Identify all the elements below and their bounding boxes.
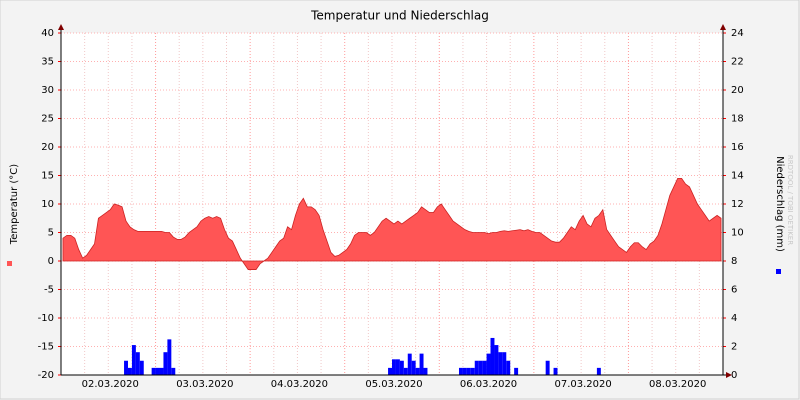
y-tick-label: 40: [41, 28, 54, 39]
y-tick-label: 5: [48, 228, 54, 239]
precipitation-bar: [553, 367, 558, 375]
y-tick-label: 15: [41, 171, 54, 182]
y2-tick-label: 20: [731, 85, 744, 96]
y2-tick-label: 16: [731, 142, 744, 153]
y2-tick-label: 22: [731, 57, 744, 68]
precipitation-bar: [478, 360, 483, 375]
precipitation-bar: [596, 367, 601, 375]
precipitation-bar: [482, 360, 487, 375]
grid: [60, 32, 724, 376]
chart-title: Temperatur und Niederschlag: [310, 9, 489, 23]
y-axis-label: Temperatur (°C): [9, 164, 20, 245]
y2-tick-label: 14: [731, 171, 744, 182]
precipitation-bar: [399, 360, 404, 375]
precipitation-bar: [131, 345, 136, 375]
precipitation-bar: [545, 360, 550, 375]
precipitation-bar: [124, 360, 128, 375]
precipitation-bar: [135, 352, 140, 375]
precipitation-bar: [458, 367, 463, 375]
precipitation-bar: [388, 367, 392, 375]
y-tick-label: 25: [41, 114, 54, 125]
precipitation-bar: [411, 360, 416, 375]
x-tick-label: 05.03.2020: [365, 379, 422, 390]
precipitation-bar: [171, 367, 176, 375]
precipitation-bar: [502, 352, 507, 375]
precipitation-bar: [127, 367, 132, 375]
y-tick-label: -5: [44, 285, 54, 296]
precipitation-bar: [498, 352, 503, 375]
precipitation-bar: [151, 367, 156, 375]
x-tick-label: 08.03.2020: [649, 379, 706, 390]
precipitation-bar: [490, 337, 495, 375]
y-tick-label: 10: [41, 199, 54, 210]
precipitation-bar: [167, 339, 172, 375]
precipitation-bar: [407, 353, 412, 375]
y2-axis-label: Niederschlag (mm): [774, 156, 785, 252]
precipitation-bar: [466, 367, 471, 375]
y-tick-label: -20: [38, 370, 54, 381]
y-tick-label: -15: [38, 342, 54, 353]
precipitation-bar: [514, 367, 519, 375]
x-tick-label: 06.03.2020: [460, 379, 517, 390]
y-tick-label: 0: [48, 256, 54, 267]
precipitation-bar: [494, 345, 499, 375]
arrow: [720, 24, 726, 30]
precipitation-bar: [486, 353, 491, 375]
precipitation-bar: [392, 359, 396, 375]
y-tick-label: 35: [41, 57, 54, 68]
precipitation-bar: [419, 353, 424, 375]
y-tick-label: 20: [41, 142, 54, 153]
precipitation-bar: [506, 360, 511, 375]
precipitation-bar: [155, 367, 160, 375]
x-tick-label: 02.03.2020: [82, 379, 139, 390]
y-tick-label: -10: [38, 313, 54, 324]
x-tick-label: 03.03.2020: [176, 379, 233, 390]
y2-tick-label: 0: [731, 370, 737, 381]
x-tick-label: 07.03.2020: [554, 379, 611, 390]
y2-tick-label: 6: [731, 285, 737, 296]
watermark: RRDTOOL / TOBI OETIKER: [786, 155, 794, 245]
y2-tick-label: 2: [731, 342, 737, 353]
precipitation-bar: [403, 367, 408, 375]
y2-tick-label: 12: [731, 199, 744, 210]
precipitation-bar: [163, 352, 168, 375]
temperature-area: [62, 177, 722, 270]
y-tick-label: 30: [41, 85, 54, 96]
arrow: [726, 372, 732, 378]
x-tick-label: 04.03.2020: [271, 379, 328, 390]
arrow: [58, 24, 64, 30]
precipitation-bar: [159, 367, 164, 375]
marks: [62, 177, 722, 375]
legend-swatch: [7, 261, 12, 266]
precipitation-bar: [474, 360, 479, 375]
y2-tick-label: 24: [731, 28, 744, 39]
precipitation-bar: [415, 367, 420, 375]
precipitation-bar: [470, 367, 475, 375]
precipitation-bar: [423, 367, 428, 375]
y2-tick-label: 18: [731, 114, 744, 125]
legend-swatch: [776, 269, 781, 274]
precipitation-bar: [139, 360, 144, 375]
y2-tick-label: 4: [731, 313, 737, 324]
precipitation-bar: [395, 359, 400, 375]
y2-tick-label: 10: [731, 228, 744, 239]
precipitation-bar: [462, 367, 467, 375]
y2-tick-label: 8: [731, 256, 737, 267]
